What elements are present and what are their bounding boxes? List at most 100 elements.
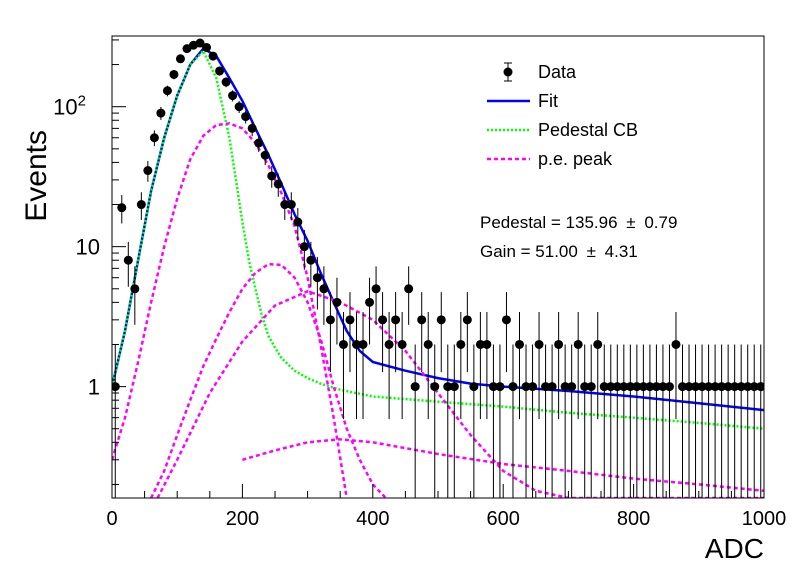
x-tick-label: 800 bbox=[617, 508, 650, 530]
data-point bbox=[273, 173, 283, 197]
data-point bbox=[482, 311, 492, 420]
data-point bbox=[175, 54, 185, 64]
legend-label: Fit bbox=[538, 91, 558, 111]
y-tick-label: 10 bbox=[76, 235, 100, 260]
legend-label: p.e. peak bbox=[538, 149, 613, 169]
pedestal-annotation: Pedestal = 135.96 ± 0.79 bbox=[480, 213, 677, 232]
data-point bbox=[397, 311, 407, 420]
data-point bbox=[456, 311, 466, 420]
data-point bbox=[684, 344, 694, 498]
data-point bbox=[299, 229, 309, 270]
data-point bbox=[651, 344, 661, 498]
data-point bbox=[717, 344, 727, 498]
data-point bbox=[162, 85, 172, 97]
x-axis-label: ADC bbox=[705, 533, 764, 564]
pe-peak-curve-2 bbox=[149, 262, 387, 498]
data-point bbox=[501, 292, 511, 373]
data-point bbox=[488, 344, 498, 498]
data-point bbox=[332, 277, 342, 345]
data-point bbox=[541, 344, 551, 498]
data-point bbox=[632, 344, 642, 498]
y-axis-label: Events bbox=[20, 130, 53, 222]
fit-curve bbox=[112, 46, 764, 412]
pedestal-curve bbox=[112, 48, 764, 430]
data-point bbox=[169, 69, 179, 80]
data-point bbox=[638, 344, 648, 498]
data-point bbox=[606, 344, 616, 498]
data-point bbox=[521, 344, 531, 498]
data-point bbox=[286, 192, 296, 220]
data-point bbox=[599, 344, 609, 498]
legend-label: Data bbox=[538, 62, 577, 82]
data-point bbox=[645, 344, 655, 498]
data-point bbox=[338, 311, 348, 420]
data-point bbox=[560, 344, 570, 498]
data-point bbox=[495, 344, 505, 498]
data-point bbox=[149, 130, 159, 147]
data-point bbox=[625, 344, 635, 498]
gain-annotation: Gain = 51.00 ± 4.31 bbox=[480, 242, 638, 261]
legend: Data Fit Pedestal CB p.e. peak bbox=[487, 62, 638, 169]
data-point bbox=[384, 311, 394, 420]
data-point bbox=[319, 266, 329, 325]
data-point bbox=[378, 292, 388, 373]
legend-item-fit: Fit bbox=[487, 91, 558, 111]
x-tick-label: 1000 bbox=[742, 508, 787, 530]
data-point bbox=[228, 90, 238, 102]
data-point bbox=[723, 344, 733, 498]
data-point bbox=[417, 292, 427, 373]
data-point bbox=[345, 292, 355, 373]
data-point bbox=[469, 344, 479, 498]
data-point bbox=[580, 344, 590, 498]
data-point bbox=[554, 311, 564, 420]
data-point bbox=[404, 266, 414, 325]
data-points bbox=[112, 38, 764, 498]
data-point bbox=[260, 146, 270, 166]
data-point bbox=[704, 344, 714, 498]
data-point bbox=[710, 344, 720, 498]
legend-item-data: Data bbox=[503, 62, 577, 82]
data-point bbox=[117, 195, 127, 224]
x-tick-label: 0 bbox=[106, 508, 117, 530]
pe-peak-curve-1 bbox=[112, 122, 348, 498]
data-point bbox=[241, 110, 251, 124]
data-point bbox=[671, 311, 681, 420]
y-axis: 1 10 102 bbox=[53, 39, 126, 485]
data-point bbox=[123, 241, 133, 287]
data-point bbox=[567, 344, 577, 498]
data-point bbox=[365, 277, 375, 345]
data-point bbox=[475, 311, 485, 420]
x-tick-label: 600 bbox=[487, 508, 520, 530]
data-point bbox=[352, 311, 361, 420]
data-point bbox=[215, 66, 225, 76]
data-point bbox=[247, 121, 257, 137]
data-point bbox=[443, 344, 453, 498]
data-point bbox=[515, 311, 524, 420]
data-point bbox=[293, 208, 303, 241]
data-point bbox=[730, 344, 740, 498]
fit-curves bbox=[112, 46, 764, 498]
legend-item-pedestal: Pedestal CB bbox=[487, 120, 638, 140]
data-point bbox=[664, 344, 674, 498]
data-point bbox=[449, 344, 459, 498]
data-point bbox=[234, 100, 244, 114]
data-point bbox=[528, 344, 538, 498]
data-point bbox=[593, 311, 603, 420]
legend-item-pe: p.e. peak bbox=[487, 149, 613, 169]
data-point bbox=[749, 344, 759, 498]
data-point bbox=[586, 344, 596, 498]
data-point bbox=[143, 161, 153, 182]
data-point bbox=[195, 38, 205, 48]
data-point bbox=[756, 344, 764, 498]
data-point bbox=[573, 311, 583, 420]
data-point bbox=[410, 344, 420, 498]
data-point bbox=[547, 344, 557, 498]
y-tick-label: 102 bbox=[53, 93, 86, 120]
x-tick-label: 200 bbox=[226, 508, 259, 530]
x-axis: 0 200 400 600 800 1000 bbox=[106, 484, 786, 530]
data-point bbox=[312, 256, 322, 310]
data-point bbox=[743, 344, 753, 498]
data-point bbox=[208, 51, 218, 61]
data-point bbox=[508, 344, 518, 498]
